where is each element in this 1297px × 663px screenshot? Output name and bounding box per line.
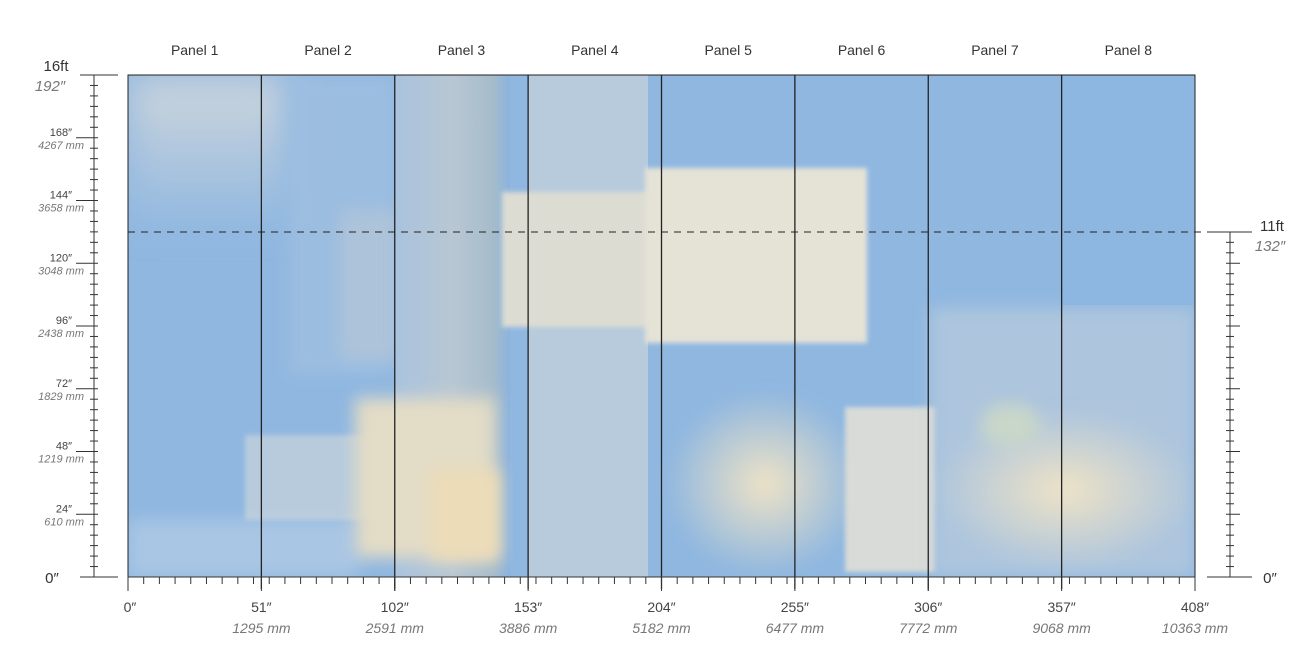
bottom-ruler bbox=[127, 576, 1196, 591]
left-scale-zero: 0″ bbox=[45, 570, 59, 587]
left-scale-mm-label: 610 mm bbox=[44, 516, 84, 528]
bottom-scale-inch-label: 306″ bbox=[914, 599, 942, 615]
bottom-scale-inch-label: 153″ bbox=[514, 599, 542, 615]
left-scale-top-in: 192″ bbox=[35, 78, 66, 95]
right-ruler bbox=[1207, 231, 1252, 578]
panel-label: Panel 3 bbox=[438, 42, 486, 58]
bottom-scale-mm-label: 1295 mm bbox=[232, 620, 291, 636]
bottom-scale-mm-label: 6477 mm bbox=[766, 620, 825, 636]
panel-label: Panel 8 bbox=[1105, 42, 1153, 58]
right-scale-ft: 11ft bbox=[1260, 218, 1285, 235]
bottom-scale-inch-label: 102″ bbox=[381, 599, 409, 615]
bottom-scale-inch-label: 357″ bbox=[1047, 599, 1075, 615]
bottom-scale-inch-label: 408″ bbox=[1181, 599, 1209, 615]
left-scale-inch-label: 72″ bbox=[56, 378, 72, 390]
bottom-scale-mm-label: 2591 mm bbox=[365, 620, 425, 636]
left-scale-inch-label: 48″ bbox=[56, 441, 72, 453]
left-scale-inch-label: 24″ bbox=[56, 503, 72, 515]
left-scale-mm-label: 3658 mm bbox=[38, 203, 84, 215]
panel-label: Panel 2 bbox=[304, 42, 352, 58]
left-scale-inch-label: 120″ bbox=[50, 252, 72, 264]
bottom-scale-mm-label: 9068 mm bbox=[1032, 620, 1091, 636]
panel-label: Panel 6 bbox=[838, 42, 886, 58]
left-scale-top-ft: 16ft bbox=[43, 58, 69, 75]
panel-dividers bbox=[260, 75, 1063, 589]
bottom-scale-inch-label: 255″ bbox=[781, 599, 809, 615]
panel-label: Panel 7 bbox=[971, 42, 1019, 58]
bottom-scale-mm-label: 3886 mm bbox=[499, 620, 558, 636]
left-scale-mm-label: 4267 mm bbox=[38, 140, 84, 152]
right-scale-zero: 0″ bbox=[1263, 570, 1277, 587]
left-scale-mm-label: 2438 mm bbox=[37, 328, 84, 340]
left-scale-mm-label: 1219 mm bbox=[38, 454, 84, 466]
bottom-scale-inch-label: 204″ bbox=[647, 599, 675, 615]
panel-label: Panel 5 bbox=[704, 42, 752, 58]
bottom-scale-mm-label: 7772 mm bbox=[899, 620, 958, 636]
panel-label: Panel 1 bbox=[171, 42, 219, 58]
right-scale-in: 132″ bbox=[1255, 238, 1286, 255]
bottom-scale-inch-label: 51″ bbox=[251, 599, 272, 615]
bottom-scale-mm-label: 10363 mm bbox=[1162, 620, 1228, 636]
bottom-scale-mm-label: 5182 mm bbox=[632, 620, 691, 636]
left-ruler bbox=[76, 74, 118, 578]
left-scale-inch-label: 96″ bbox=[56, 315, 72, 327]
left-scale-mm-label: 3048 mm bbox=[38, 265, 84, 277]
bottom-scale-inch-label: 0″ bbox=[124, 599, 137, 615]
panel-label: Panel 4 bbox=[571, 42, 619, 58]
left-scale-inch-label: 168″ bbox=[50, 127, 72, 139]
left-scale-mm-label: 1829 mm bbox=[38, 391, 84, 403]
left-scale-inch-label: 144″ bbox=[50, 190, 72, 202]
